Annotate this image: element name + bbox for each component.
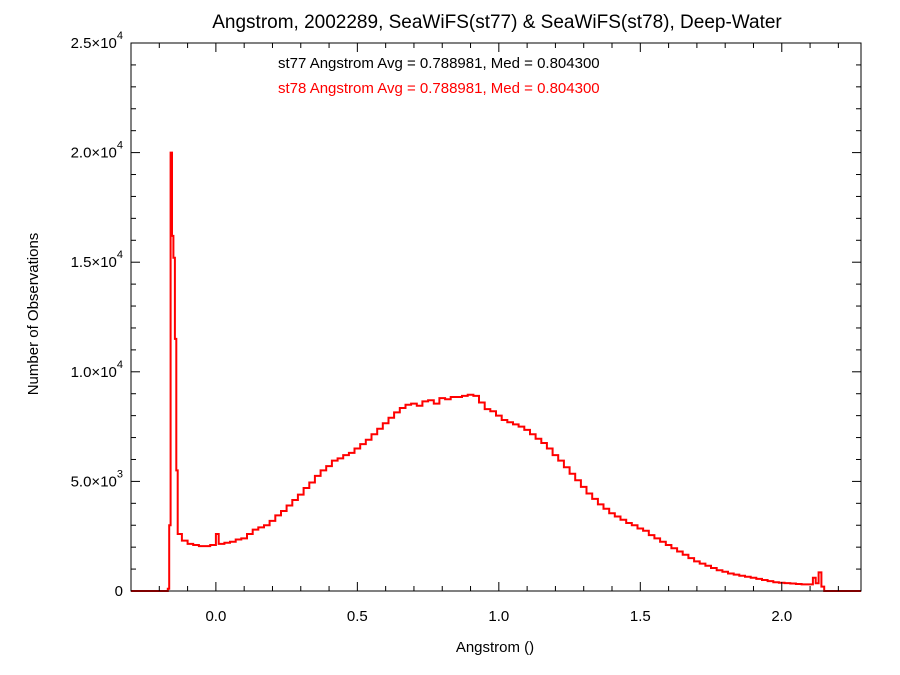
annotations: st77 Angstrom Avg = 0.788981, Med = 0.80… (278, 55, 600, 97)
y-tick-label-0: 0 (115, 583, 123, 600)
y-tick-exponent-5: 4 (117, 30, 123, 42)
y-tick-exponent-3: 4 (117, 249, 123, 261)
x-tick-label-2: 1.0 (488, 608, 509, 625)
y-tick-exponent-1: 3 (117, 468, 123, 480)
annotation-1: st78 Angstrom Avg = 0.788981, Med = 0.80… (278, 80, 600, 97)
x-tick-label-4: 2.0 (771, 608, 792, 625)
y-tick-mantissa-2: 1.0×10 (71, 364, 117, 381)
plot-area (131, 151, 861, 592)
y-tick-label-2: 1.0×104 (71, 359, 123, 381)
x-tick-label-0: 0.0 (205, 608, 226, 625)
y-tick-mantissa-4: 2.0×10 (71, 145, 117, 162)
y-tick-exponent-4: 4 (117, 140, 123, 152)
y-tick-mantissa-1: 5.0×10 (71, 473, 117, 490)
chart-title: Angstrom, 2002289, SeaWiFS(st77) & SeaWi… (212, 12, 782, 33)
y-tick-label-1: 5.0×103 (71, 468, 123, 490)
x-tick-label-1: 0.5 (347, 608, 368, 625)
y-axis-label: Number of Observations (25, 233, 42, 396)
annotation-0: st77 Angstrom Avg = 0.788981, Med = 0.80… (278, 55, 600, 72)
y-tick-mantissa-0: 0 (115, 583, 123, 600)
y-tick-label-5: 2.5×104 (71, 30, 123, 52)
y-tick-mantissa-3: 1.5×10 (71, 254, 117, 271)
y-tick-exponent-2: 4 (117, 359, 123, 371)
x-axis-label: Angstrom () (456, 639, 534, 656)
y-tick-label-3: 1.5×104 (71, 249, 123, 271)
plot-frame (130, 42, 862, 592)
axis-ticks: 0.0 0.5 1.0 1.5 2.005.0×1031.0×1041.5×1042.0… (71, 30, 861, 625)
x-tick-label-3: 1.5 (630, 608, 651, 625)
series-line-st78 (131, 151, 861, 592)
y-tick-label-4: 2.0×104 (71, 140, 123, 162)
y-tick-mantissa-5: 2.5×10 (71, 35, 117, 52)
